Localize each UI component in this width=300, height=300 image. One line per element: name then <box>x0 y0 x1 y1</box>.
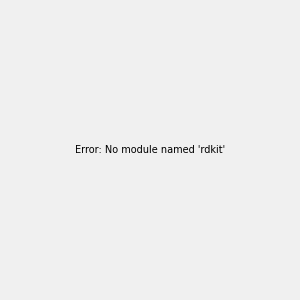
Text: Error: No module named 'rdkit': Error: No module named 'rdkit' <box>75 145 225 155</box>
